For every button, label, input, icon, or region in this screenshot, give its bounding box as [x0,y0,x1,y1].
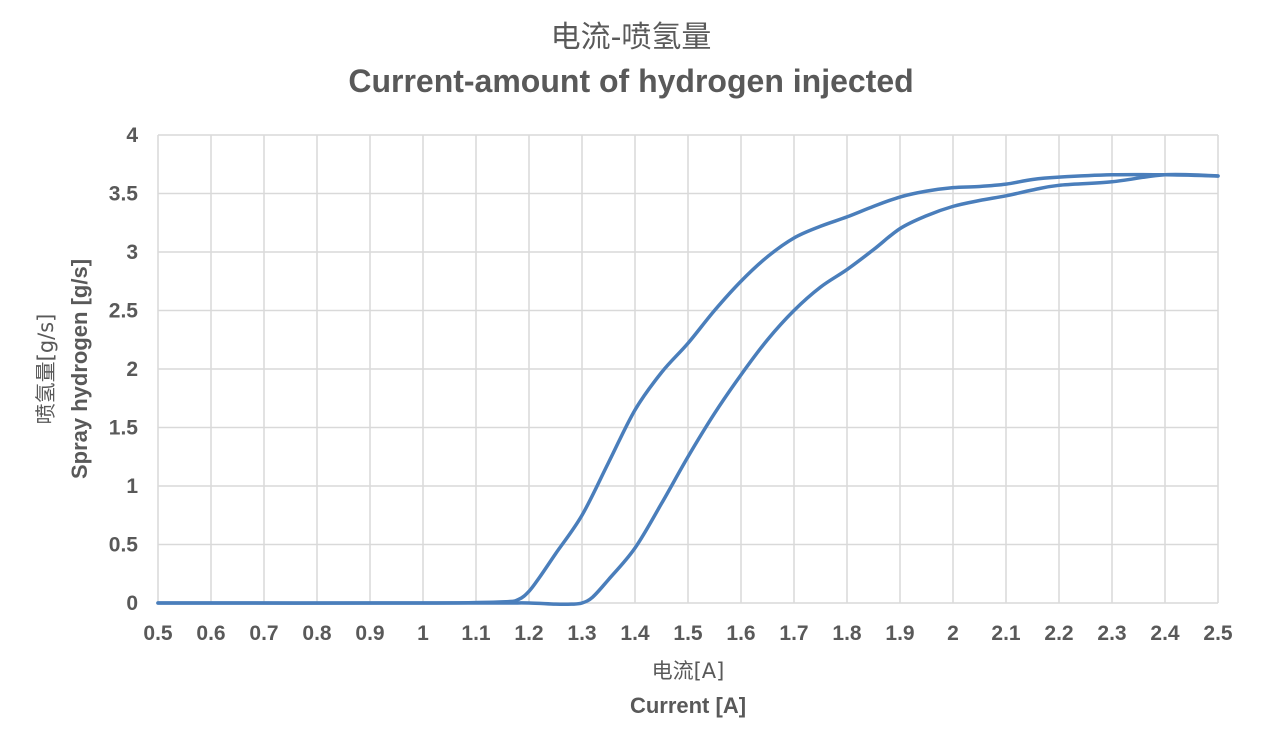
y-axis-label-cn: 喷氢量[g/s] [34,314,58,425]
x-tick-label: 0.6 [196,622,225,645]
y-tick-label: 2 [126,358,138,381]
x-tick-label: 2.1 [991,622,1021,645]
series-line-1 [156,172,1220,605]
x-axis-label-en: Current [A] [630,693,746,718]
y-tick-label: 1 [126,475,138,498]
chart-subtitle: Current-amount of hydrogen injected [348,63,913,99]
y-tick-label: 3.5 [109,183,139,206]
plot-series [156,172,1220,607]
x-tick-label: 1.7 [779,622,808,645]
y-axis-label-en: Spray hydrogen [g/s] [67,259,92,479]
chart-title: 电流-喷氢量 [551,20,712,55]
y-tick-label: 0.5 [109,534,139,557]
x-axis-label-cn: 电流[A] [652,659,725,683]
x-tick-label: 1.4 [620,622,650,645]
x-tick-label: 0.8 [302,622,332,645]
x-tick-label: 1.2 [514,622,543,645]
y-tick-label: 0 [126,592,138,615]
x-tick-label: 0.5 [143,622,173,645]
x-tick-label: 2.5 [1203,622,1233,645]
y-tick-label: 1.5 [109,417,139,440]
x-tick-label: 2.4 [1150,622,1180,645]
x-tick-label: 1.5 [673,622,703,645]
x-tick-label: 1.3 [567,622,596,645]
x-tick-label: 0.7 [249,622,278,645]
x-tick-label: 2 [947,622,959,645]
series-line-2 [156,172,1220,607]
x-tick-label: 0.9 [355,622,384,645]
x-tick-label: 1 [417,622,429,645]
y-tick-label: 2.5 [109,300,139,323]
x-tick-label: 2.2 [1044,622,1073,645]
grid-lines [157,134,1219,604]
y-axis-tick-labels: 0 0.5 1 1.5 2 2.5 3 3.5 4 [109,124,139,615]
y-tick-label: 4 [126,124,138,147]
x-tick-label: 2.3 [1097,622,1126,645]
y-tick-label: 3 [126,241,138,264]
x-tick-label: 1.6 [726,622,755,645]
x-axis-tick-labels: 0.5 0.6 0.7 0.8 0.9 1 1.1 1.2 1.3 1.4 1.5 1.6 1.7 1.8… [143,622,1233,645]
x-tick-label: 1.8 [832,622,862,645]
x-tick-label: 1.1 [461,622,491,645]
x-tick-label: 1.9 [885,622,914,645]
